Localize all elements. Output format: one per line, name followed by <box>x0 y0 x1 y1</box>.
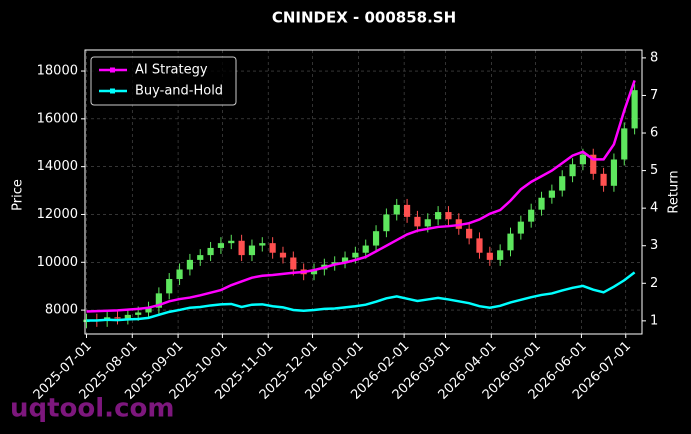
candle-body <box>310 269 318 275</box>
candle-body <box>372 231 380 246</box>
candle-body <box>248 245 256 256</box>
candle-body <box>600 173 607 186</box>
candle-body <box>228 240 235 244</box>
candle-body <box>497 250 504 260</box>
y2-tick-label: 1 <box>650 313 658 328</box>
candle-body <box>610 159 618 186</box>
watermark: uqtool.com <box>10 394 174 424</box>
candle-body <box>259 243 266 246</box>
candle-body <box>362 245 369 253</box>
y-tick-label: 18000 <box>37 64 78 79</box>
line-series <box>86 271 636 322</box>
y-tick-label: 10000 <box>37 255 78 270</box>
chart-title: CNINDEX - 000858.SH <box>272 9 456 27</box>
legend-box <box>90 56 237 106</box>
candle-body <box>621 128 628 160</box>
candle-body <box>135 312 142 315</box>
candle-body <box>517 221 524 234</box>
candle-body <box>393 204 400 215</box>
candle-body <box>197 255 204 260</box>
y2-tick-label: 3 <box>650 238 658 253</box>
candle-body <box>466 228 473 239</box>
candle-body <box>486 252 493 260</box>
candle-body <box>114 317 121 319</box>
y-axis-label: Price <box>11 179 26 211</box>
candle-body <box>507 233 514 251</box>
candle-body <box>176 269 183 280</box>
candle-body <box>207 247 214 256</box>
y2-tick-label: 6 <box>650 126 658 141</box>
candle-body <box>166 279 173 294</box>
y2-tick-label: 7 <box>650 88 658 103</box>
legend-label: AI Strategy <box>135 63 208 78</box>
candle-body <box>217 243 225 248</box>
line-series <box>86 80 636 313</box>
plot-frame <box>84 49 643 335</box>
legend-marker <box>110 88 115 94</box>
candle-body <box>186 259 193 270</box>
y2-tick-label: 2 <box>650 276 658 291</box>
candle-body <box>559 176 566 191</box>
legend-marker <box>110 67 115 73</box>
y-tick-label: 8000 <box>45 303 78 318</box>
candle-body <box>476 238 483 253</box>
candle-body <box>279 252 287 258</box>
candle-body <box>124 314 131 319</box>
candle-body <box>569 164 576 177</box>
y-tick-label: 16000 <box>37 111 78 126</box>
candle-body <box>403 204 411 217</box>
candle-body <box>631 90 638 129</box>
candle-body <box>145 307 152 313</box>
candle-body <box>548 190 555 198</box>
candle-body <box>424 219 431 227</box>
y2-tick-label: 5 <box>650 163 658 178</box>
y2-axis-label: Return <box>667 170 682 213</box>
candle-body <box>528 209 535 222</box>
candle-body <box>579 154 586 165</box>
candle-body <box>538 197 545 210</box>
candle-body <box>445 212 452 220</box>
candle-body <box>435 212 442 220</box>
candle-body <box>269 243 276 253</box>
candle-body <box>414 216 421 227</box>
candle-body <box>290 257 297 270</box>
candle-body <box>352 252 359 258</box>
candle-body <box>341 257 349 263</box>
candle-body <box>383 214 390 232</box>
y-tick-label: 14000 <box>37 159 78 174</box>
candle-body <box>155 293 162 308</box>
y2-tick-label: 8 <box>650 50 658 65</box>
legend-label: Buy-and-Hold <box>135 84 223 99</box>
candle-body <box>590 154 597 174</box>
candle-body <box>238 240 245 256</box>
y2-tick-label: 4 <box>650 201 658 216</box>
y-tick-label: 12000 <box>37 207 78 222</box>
